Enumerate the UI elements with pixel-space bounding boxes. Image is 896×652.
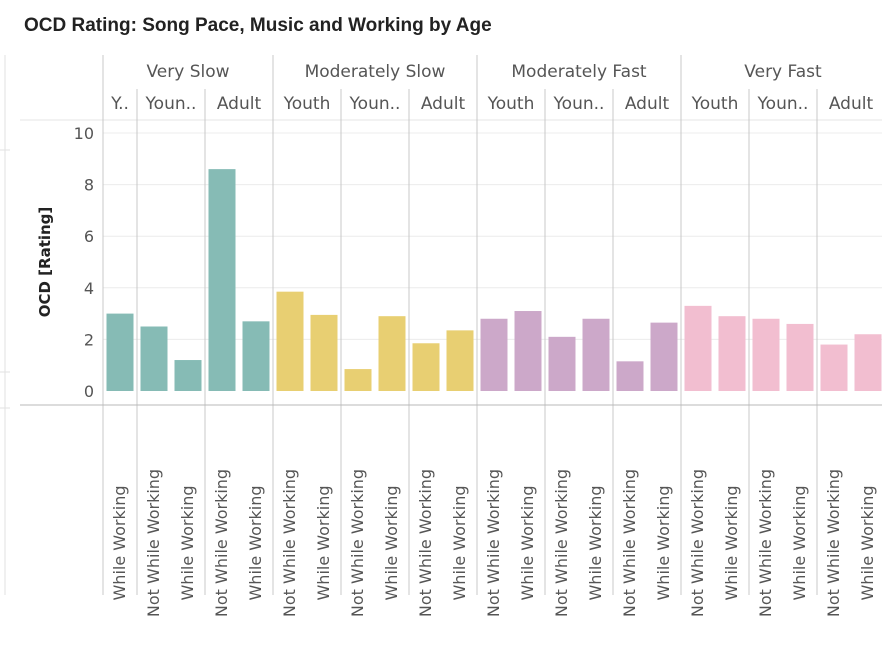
bar-0-2-0 [208, 169, 236, 391]
bar-0-0-0 [106, 313, 134, 391]
category-label: While Working [382, 485, 401, 600]
bar-2-1-1 [582, 318, 610, 391]
category-label: While Working [110, 485, 129, 600]
category-label: Not While Working [348, 469, 367, 617]
group-label: Very Fast [744, 62, 822, 82]
page-title: OCD Rating: Song Pace, Music and Working… [24, 15, 492, 36]
subgroup-label: Youn.. [145, 94, 197, 114]
category-label: While Working [722, 485, 741, 600]
subgroup-label: Y.. [110, 94, 129, 114]
category-label: While Working [858, 485, 877, 600]
category-label: Not While Working [212, 469, 231, 617]
y-axis-title: OCD [Rating] [36, 207, 54, 318]
bar-1-2-0 [412, 343, 440, 391]
bar-2-0-1 [514, 311, 542, 391]
bar-2-0-0 [480, 318, 508, 391]
category-label: Not While Working [280, 469, 299, 617]
group-label: Very Slow [146, 62, 229, 82]
bar-1-0-0 [276, 291, 304, 391]
category-label: While Working [246, 485, 265, 600]
y-tick-label: 10 [74, 124, 94, 143]
category-label: Not While Working [756, 469, 775, 617]
bar-0-2-1 [242, 321, 270, 391]
bar-3-0-1 [718, 316, 746, 391]
category-label: While Working [314, 485, 333, 600]
y-tick-label: 0 [84, 382, 94, 401]
bar-3-2-0 [820, 344, 848, 391]
subgroup-label: Youn.. [757, 94, 809, 114]
bar-1-0-1 [310, 314, 338, 391]
bar-1-1-0 [344, 369, 372, 391]
category-label: Not While Working [824, 469, 843, 617]
category-label: While Working [450, 485, 469, 600]
category-label: While Working [654, 485, 673, 600]
category-label: Not While Working [416, 469, 435, 617]
bar-3-1-0 [752, 318, 780, 391]
y-tick-label: 4 [84, 279, 94, 298]
subgroup-label: Adult [829, 94, 874, 114]
category-label: Not While Working [144, 469, 163, 617]
bar-1-2-1 [446, 330, 474, 391]
subgroup-label: Youth [691, 94, 739, 114]
subgroup-label: Youn.. [349, 94, 401, 114]
group-label: Moderately Slow [305, 62, 446, 82]
bar-0-1-1 [174, 360, 202, 391]
category-label: Not While Working [484, 469, 503, 617]
y-tick-label: 8 [84, 176, 94, 195]
y-tick-label: 6 [84, 227, 94, 246]
subgroup-label: Adult [421, 94, 466, 114]
bar-0-1-0 [140, 326, 168, 391]
category-label: While Working [518, 485, 537, 600]
group-label: Moderately Fast [511, 62, 647, 82]
category-label: While Working [178, 485, 197, 600]
category-label: While Working [586, 485, 605, 600]
category-label: Not While Working [688, 469, 707, 617]
bar-1-1-1 [378, 316, 406, 391]
bar-3-1-1 [786, 323, 814, 391]
category-label: Not While Working [552, 469, 571, 617]
bar-3-2-1 [854, 334, 882, 391]
bar-2-2-1 [650, 322, 678, 391]
category-label: While Working [790, 485, 809, 600]
subgroup-label: Adult [217, 94, 262, 114]
subgroup-label: Adult [625, 94, 670, 114]
bar-2-1-0 [548, 336, 576, 391]
category-label: Not While Working [620, 469, 639, 617]
subgroup-label: Youth [283, 94, 331, 114]
subgroup-label: Youn.. [553, 94, 605, 114]
bar-3-0-0 [684, 305, 712, 391]
y-tick-label: 2 [84, 330, 94, 349]
bar-2-2-0 [616, 361, 644, 391]
subgroup-label: Youth [487, 94, 535, 114]
